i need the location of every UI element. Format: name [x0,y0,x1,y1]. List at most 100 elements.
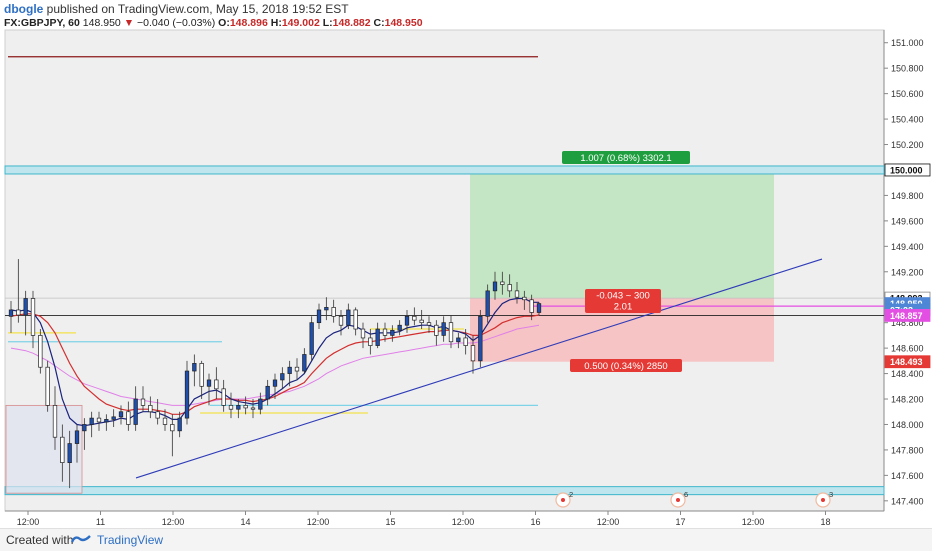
x-tick-label: 17 [675,517,685,527]
y-tick-label: 150.200 [891,140,924,150]
candle-body [265,385,270,400]
candle [162,409,168,431]
open-value: 148.896 [229,17,268,29]
candle [16,259,21,323]
created-with-text: Created with [6,533,74,547]
candle-body [96,417,102,423]
change-value: −0.040 (−0.03%) [137,17,216,29]
candle-body [485,290,490,317]
candle [441,316,446,342]
candle [375,322,380,349]
candle-body [126,411,131,425]
target-label: 1.007 (0.68%) 3302.1 [580,153,671,164]
candle-body [170,424,175,432]
candle [353,307,358,336]
candle [118,405,124,425]
candle-body [463,337,468,346]
candle-body [162,417,168,425]
candle [170,414,175,457]
candle [148,396,153,419]
y-tick-label: 150.400 [891,115,924,125]
candle [67,430,72,489]
candle-body [8,309,14,317]
candle [302,348,307,374]
candle-body [331,307,336,317]
author-name[interactable]: dbogle [4,2,44,16]
candle [89,411,94,438]
candle [96,411,102,431]
candle-body [52,405,58,438]
candle [192,354,197,387]
candle-body [236,405,241,410]
symbol-label: FX:GBPJPY, 60 [4,17,80,29]
candle [522,290,527,310]
candle-body [74,430,80,444]
candle [74,424,80,463]
high-value: 149.002 [281,17,320,29]
x-tick-label: 12:00 [742,517,765,527]
event-marker-icon: 3 [815,490,833,508]
event-marker-icon: 6 [670,490,688,508]
candle [155,399,160,425]
candle-body [324,307,329,311]
candle-body [30,298,36,336]
candle-body [390,329,395,336]
price-tag: 148.857 [890,311,923,321]
y-tick-label: 147.800 [891,445,924,455]
candle [316,303,322,330]
candle [214,367,219,400]
stop-label: 0.500 (0.34%) 2850 [584,361,667,372]
price-tag-bg [884,309,931,322]
mid-label-bg [585,289,661,313]
y-tick-label: 148.400 [891,369,924,379]
candle [492,271,498,300]
y-tick-label: 148.800 [891,318,924,328]
candle [390,325,395,342]
stop-label-bg [570,359,682,372]
candle [456,332,461,349]
candle [419,309,424,330]
event-marker-icon: 2 [555,490,573,508]
candle [60,424,65,482]
resistance-band [4,165,885,175]
y-tick-label: 148.000 [891,420,924,430]
close-value: 148.950 [384,17,423,29]
y-tick-label: 148.600 [891,344,924,354]
candle-body [338,315,344,326]
candle-body [177,417,182,432]
candle-body [441,322,446,336]
candle [133,386,138,431]
tradingview-logo-icon[interactable] [70,532,92,546]
candle-body [111,416,116,420]
candle-body [280,373,285,381]
event-count: 2 [569,490,573,499]
candle [8,301,14,333]
price-chart[interactable]: 151.000 150.800 150.600 150.400 150.200 150.0… [0,0,932,528]
candle [412,307,417,326]
candle-body [16,309,21,316]
tradingview-brand[interactable]: TradingView [97,533,164,547]
candle [82,418,87,450]
candle [360,322,366,349]
candle [309,316,314,361]
candle-body [368,337,373,346]
candle-body [184,370,190,419]
candle [338,309,344,336]
x-tick-label: 12:00 [17,517,40,527]
candle [52,386,58,450]
candle [331,299,336,323]
candle-body [272,379,278,387]
open-label: O: [218,17,230,29]
candle-body [133,398,138,425]
x-tick-label: 16 [530,517,540,527]
x-tick-label: 12:00 [307,517,330,527]
y-tick-label: 149.800 [891,191,924,201]
mid-label-2: 2.01 [614,302,633,313]
candle-body [470,345,476,362]
candle-body [434,324,439,336]
candle [294,358,300,380]
candle-body [522,296,527,301]
candle [434,320,439,346]
event-count: 3 [829,490,833,499]
candle-body [118,411,124,418]
